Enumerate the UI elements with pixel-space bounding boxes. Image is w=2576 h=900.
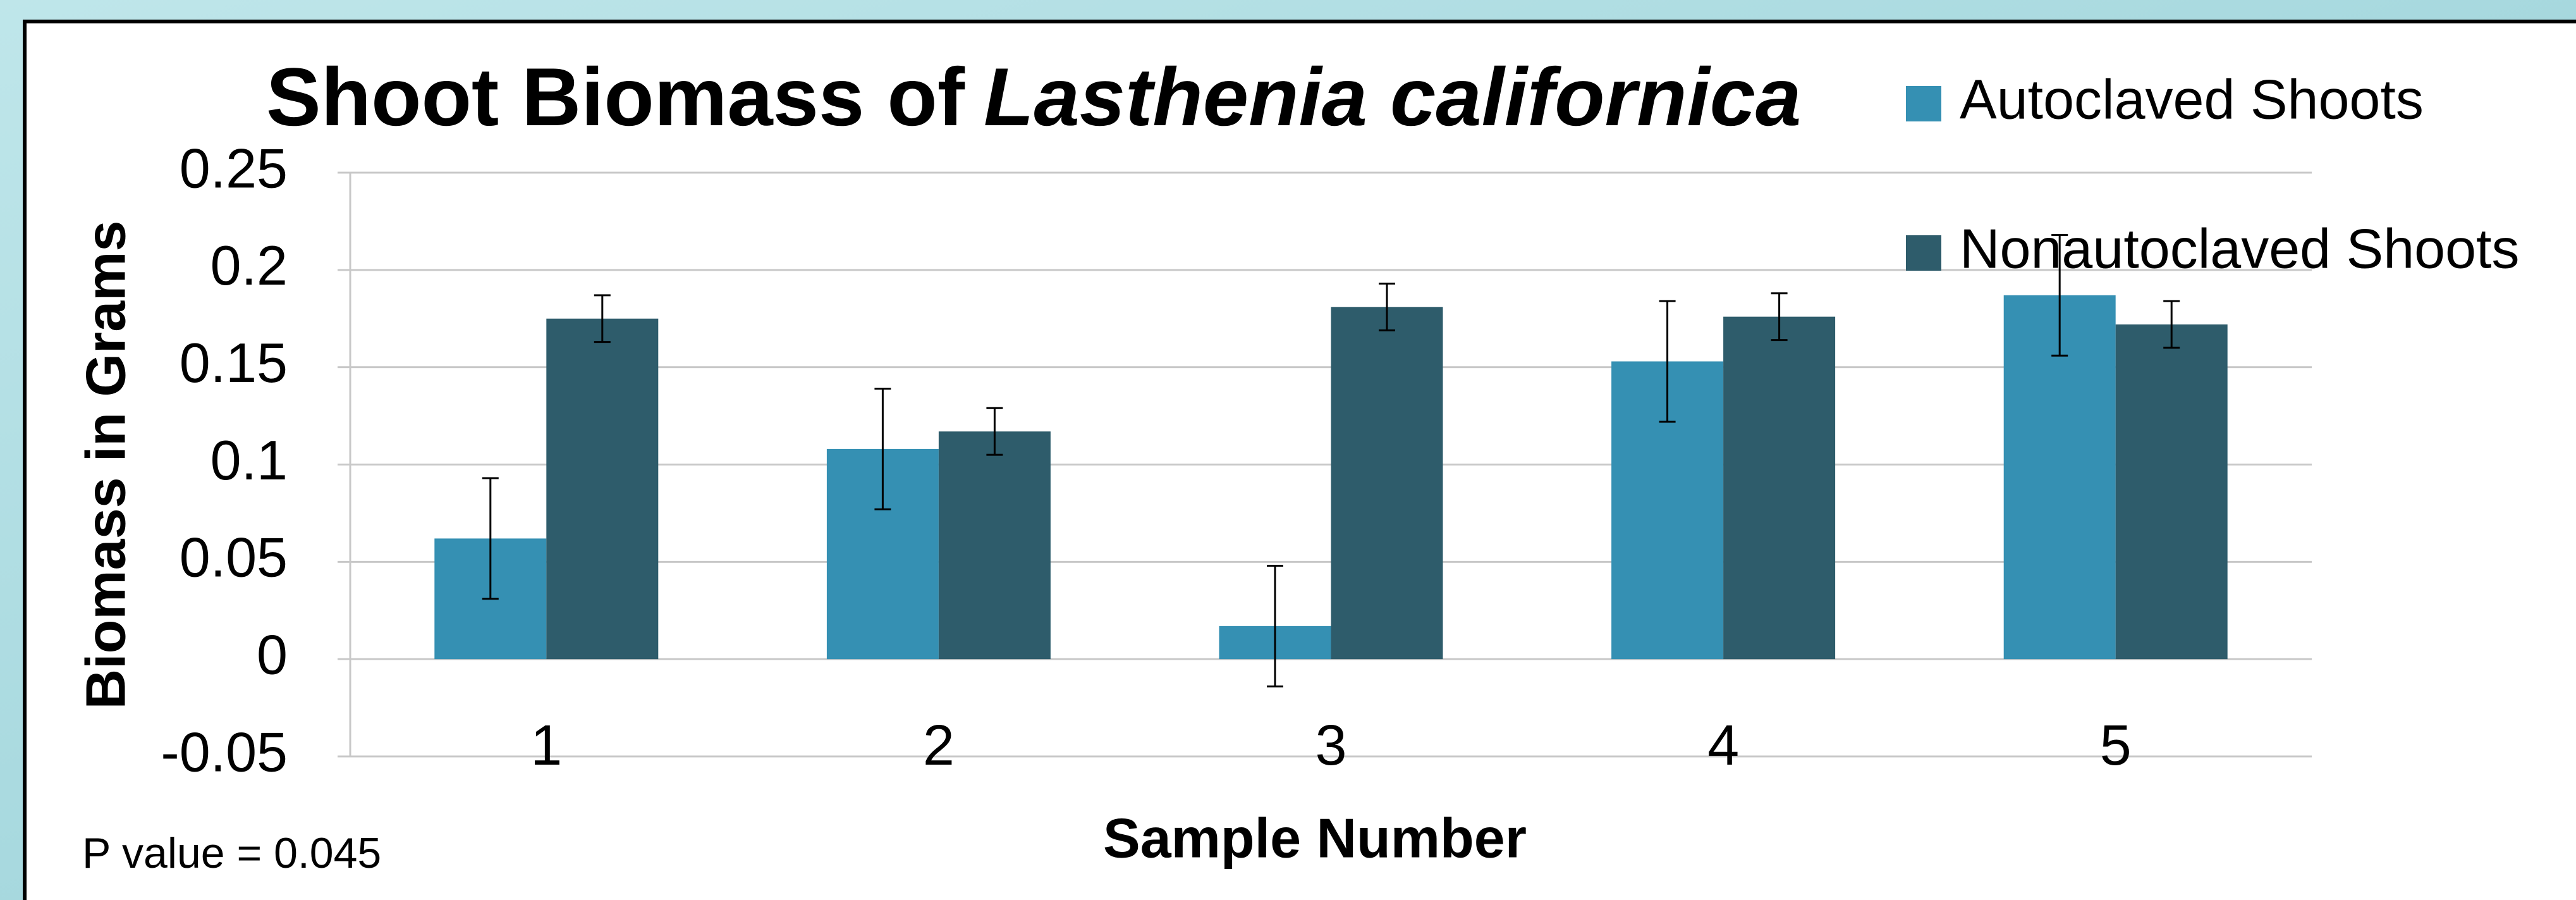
bar [2115, 324, 2228, 660]
bar [1331, 307, 1443, 660]
bar [1723, 316, 1836, 660]
y-tick-label: 0.1 [211, 429, 288, 491]
legend-swatch [1906, 86, 1941, 121]
x-tick-label: 1 [530, 714, 562, 777]
x-tick-label: 3 [1315, 714, 1346, 777]
chart-title: Shoot Biomass of Lasthenia californica [266, 51, 1801, 143]
y-tick-label: 0 [257, 623, 288, 686]
y-tick-label: 0.15 [180, 331, 288, 394]
x-axis-label: Sample Number [1103, 806, 1527, 869]
bar [938, 431, 1051, 660]
y-axis-label: Biomass in Grams [74, 221, 137, 710]
legend-label: Autoclaved Shoots [1960, 68, 2424, 130]
legend-swatch [1906, 235, 1941, 271]
title-main: Shoot Biomass of [266, 51, 965, 143]
x-tick-label: 5 [2100, 714, 2132, 777]
legend-label: Nonautoclaved Shoots [1960, 217, 2520, 280]
y-tick-label: 0.2 [211, 234, 288, 297]
y-tick-label: 0.25 [180, 137, 288, 199]
y-tick-label: 0.05 [180, 526, 288, 589]
bar [546, 318, 659, 660]
x-tick-label: 4 [1707, 714, 1739, 777]
title-species: Lasthenia californica [984, 51, 1801, 143]
annotation: P value = 0.045 [82, 829, 381, 877]
y-tick-label: -0.05 [161, 720, 288, 783]
x-tick-label: 2 [923, 714, 955, 777]
